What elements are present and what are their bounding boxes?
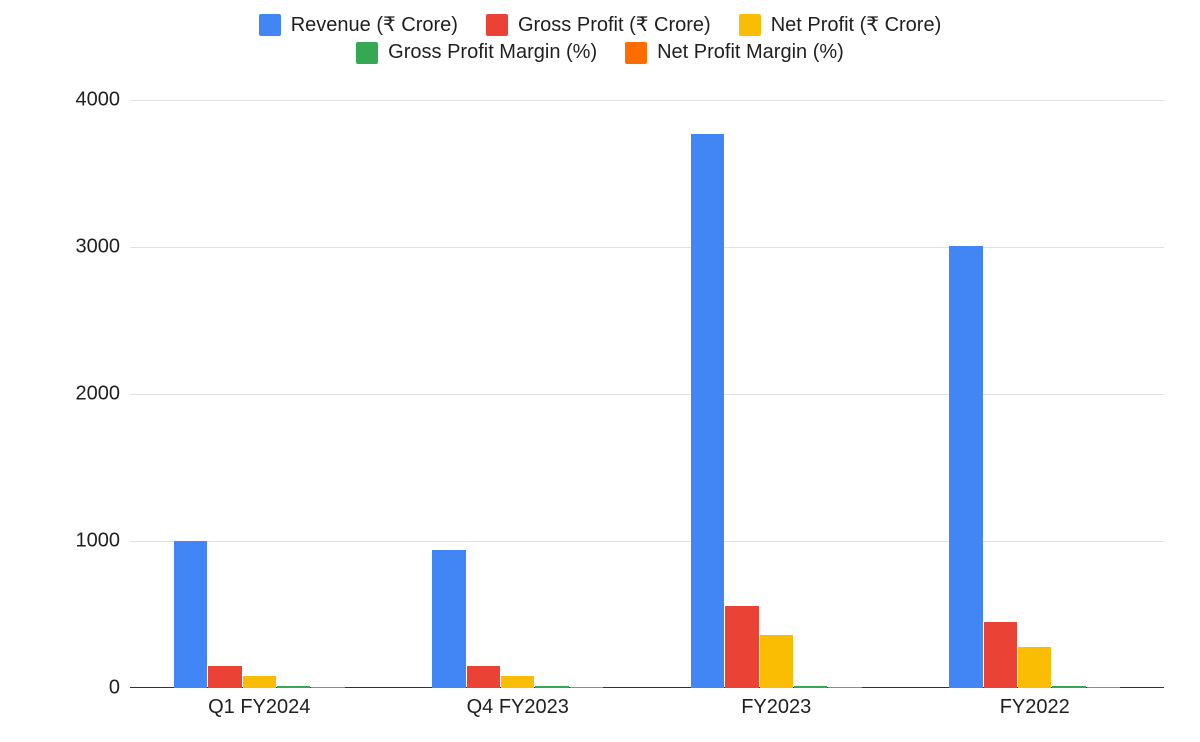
bar (535, 686, 568, 688)
legend-item: Net Profit (₹ Crore) (739, 12, 942, 37)
x-tick-label: Q1 FY2024 (208, 688, 310, 719)
gridline (130, 100, 1164, 101)
legend-swatch (486, 14, 508, 36)
legend-item: Net Profit Margin (%) (625, 41, 844, 64)
gridline (130, 394, 1164, 395)
legend-swatch (259, 14, 281, 36)
legend-item: Revenue (₹ Crore) (259, 12, 458, 37)
chart-container: Revenue (₹ Crore) Gross Profit (₹ Crore) N… (0, 0, 1200, 742)
bar (725, 606, 758, 688)
y-tick-label: 2000 (76, 383, 131, 406)
legend-row: Revenue (₹ Crore) Gross Profit (₹ Crore) N… (259, 12, 942, 37)
y-tick-label: 0 (109, 677, 130, 700)
legend-item: Gross Profit Margin (%) (356, 41, 597, 64)
bar (1018, 647, 1051, 688)
bar (1052, 686, 1085, 688)
bar (691, 134, 724, 688)
x-tick-label: Q4 FY2023 (467, 688, 569, 719)
plot-area: 01000200030004000Q1 FY2024Q4 FY2023FY202… (130, 100, 1164, 688)
legend-label: Revenue (₹ Crore) (291, 12, 458, 37)
gridline (130, 541, 1164, 542)
bar (984, 622, 1017, 688)
bar (174, 541, 207, 688)
bar (949, 246, 982, 688)
bar (243, 676, 276, 688)
legend-swatch (739, 14, 761, 36)
gridline (130, 247, 1164, 248)
x-tick-label: FY2023 (741, 688, 811, 719)
bar (760, 635, 793, 688)
bar (828, 687, 861, 688)
legend-label: Net Profit (₹ Crore) (771, 12, 942, 37)
bar (311, 687, 344, 688)
legend-item: Gross Profit (₹ Crore) (486, 12, 711, 37)
bar (570, 687, 603, 688)
y-tick-label: 4000 (76, 89, 131, 112)
legend-swatch (356, 42, 378, 64)
bar (794, 686, 827, 688)
legend-swatch (625, 42, 647, 64)
legend-label: Gross Profit Margin (%) (388, 41, 597, 64)
bar (432, 550, 465, 688)
legend-row: Gross Profit Margin (%) Net Profit Margin… (356, 41, 844, 64)
bar (1087, 687, 1120, 688)
legend: Revenue (₹ Crore) Gross Profit (₹ Crore) N… (0, 12, 1200, 64)
bar (467, 666, 500, 688)
bar (277, 686, 310, 688)
y-tick-label: 3000 (76, 236, 131, 259)
y-tick-label: 1000 (76, 530, 131, 553)
bar (501, 676, 534, 688)
legend-label: Net Profit Margin (%) (657, 41, 844, 64)
bar (208, 666, 241, 688)
x-tick-label: FY2022 (1000, 688, 1070, 719)
legend-label: Gross Profit (₹ Crore) (518, 12, 711, 37)
